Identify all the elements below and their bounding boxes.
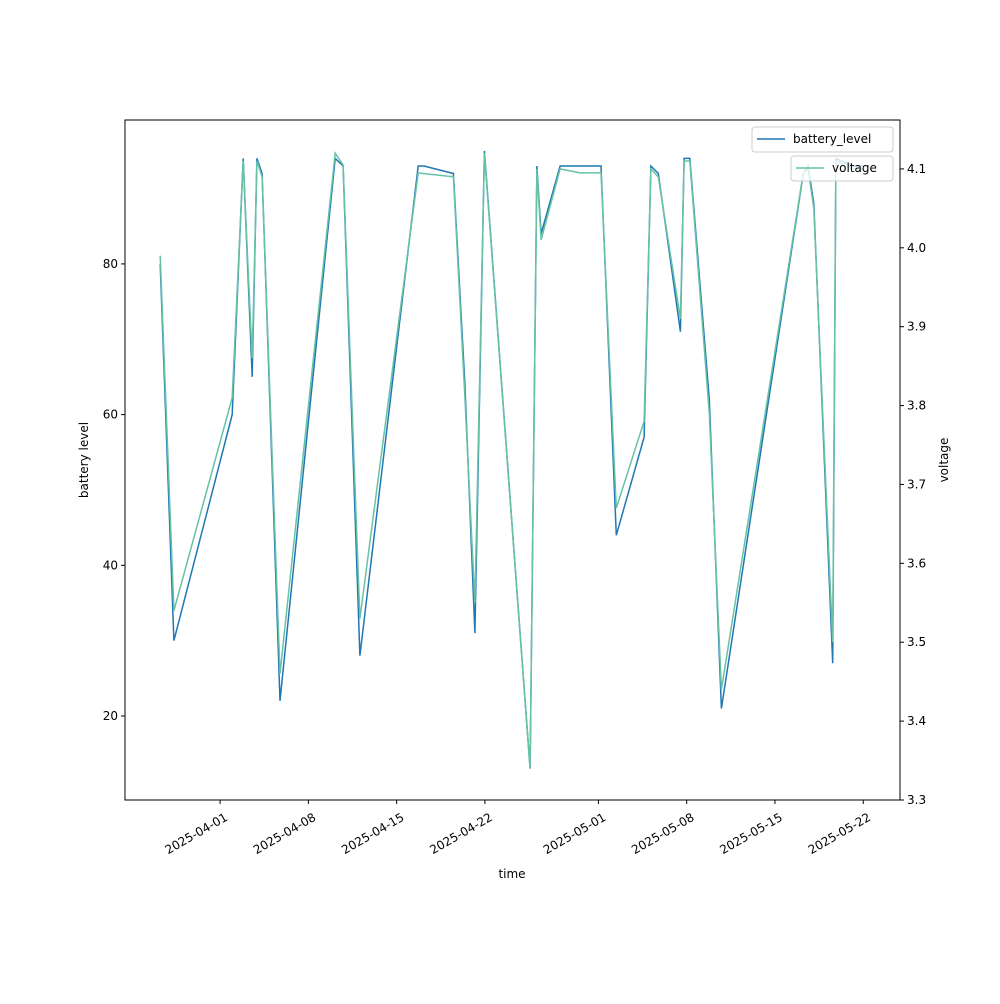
legend-label: voltage [832,161,877,175]
y-right-tick-label: 3.3 [907,793,926,807]
legend-voltage: voltage [790,155,894,182]
y-right-tick-label: 3.8 [907,399,926,413]
y-right-tick-label: 3.9 [907,320,926,334]
y-right-tick-label: 3.6 [907,556,926,570]
x-tick-label: 2025-05-01 [541,810,608,857]
y-right-tick-label: 4.1 [907,162,926,176]
legend-box [790,155,894,182]
y-right-tick-label: 3.4 [907,714,926,728]
x-axis-label: time [498,867,525,881]
y-right-tick-label: 3.5 [907,635,926,649]
y-right-tick-label: 3.7 [907,477,926,491]
x-tick-label: 2025-05-15 [717,810,784,857]
legend-battery_level: battery_level [751,126,894,153]
legend-box [751,126,894,153]
series-line-voltage [159,150,865,769]
x-tick-label: 2025-04-15 [339,810,406,857]
x-tick-label: 2025-05-08 [629,810,696,857]
x-tick-label: 2025-05-22 [806,810,873,857]
x-tick-label: 2025-04-08 [251,810,318,857]
y-tick-label: 20 [103,709,118,723]
series-line-battery_level [159,150,865,769]
plot-area-frame [124,119,901,801]
y-tick-label: 60 [103,408,118,422]
x-tick-label: 2025-04-01 [163,810,230,857]
y-right-axis-label: voltage [937,438,951,483]
y-axis-label: battery level [77,422,91,498]
legend-label: battery_level [793,132,871,146]
y-tick-label: 40 [103,558,118,572]
x-tick-label: 2025-04-22 [427,810,494,857]
y-right-tick-label: 4.0 [907,241,926,255]
y-tick-label: 80 [103,257,118,271]
